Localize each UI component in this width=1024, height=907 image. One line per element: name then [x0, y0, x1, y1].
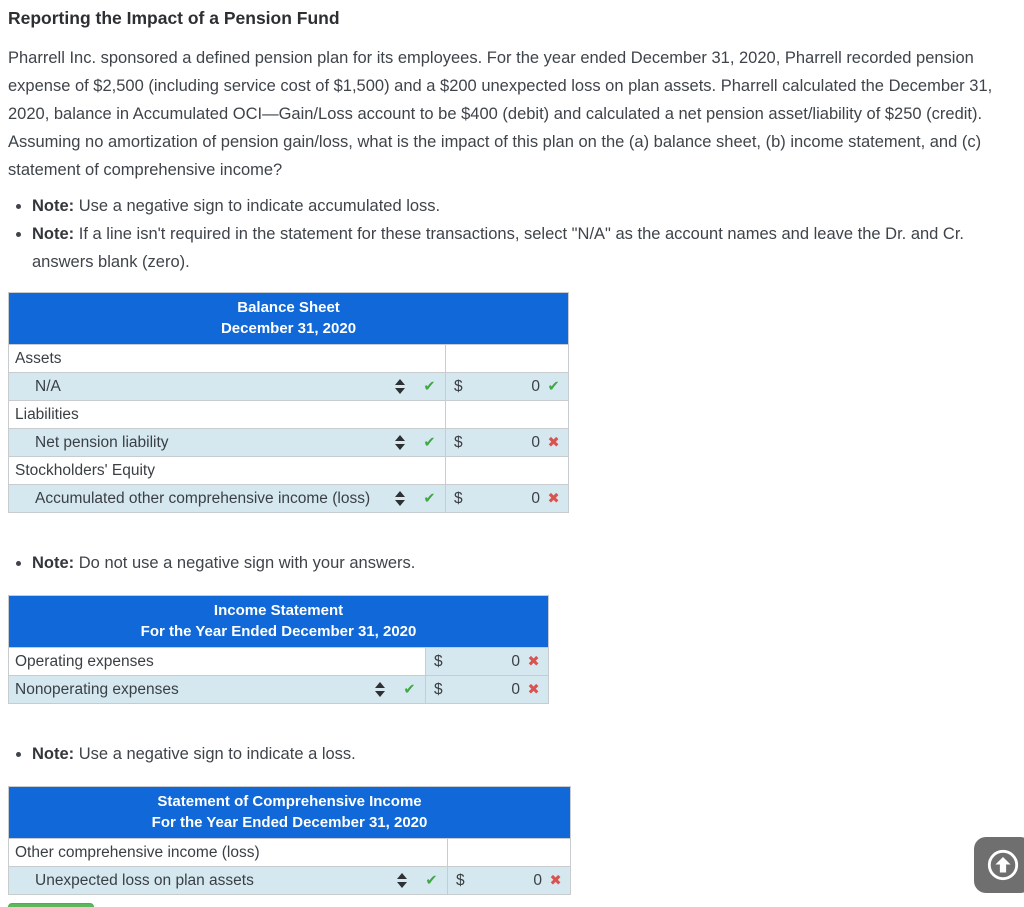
- amount-value[interactable]: 0: [511, 652, 521, 670]
- table-subtitle: December 31, 2020: [220, 320, 357, 337]
- incorrect-icon: ✖: [547, 434, 560, 451]
- note-item: Note: If a line isn't required in the st…: [8, 220, 1018, 276]
- table-row-section: Liabilities: [8, 400, 569, 429]
- bottom-action-button[interactable]: [8, 903, 94, 907]
- select-arrows-icon[interactable]: [394, 433, 406, 452]
- correct-icon: ✔: [423, 378, 436, 395]
- table-row-entry: Accumulated other comprehensive income (…: [8, 484, 569, 513]
- account-label: Operating expenses: [15, 652, 154, 670]
- currency-symbol: $: [434, 680, 443, 698]
- account-select-cell[interactable]: Unexpected loss on plan assets ✔: [8, 866, 448, 895]
- note-text: Use a negative sign to indicate a loss.: [78, 745, 356, 763]
- correct-icon: ✔: [403, 681, 416, 698]
- account-select-cell[interactable]: Accumulated other comprehensive income (…: [8, 484, 446, 513]
- amount-cell[interactable]: $ 0 ✔: [444, 372, 569, 401]
- correct-icon: ✔: [425, 872, 438, 889]
- amount-cell-empty: [444, 456, 569, 485]
- table-row-section: Stockholders' Equity: [8, 456, 569, 485]
- currency-symbol: $: [456, 871, 465, 889]
- table-row-section: Assets: [8, 344, 569, 373]
- amount-cell[interactable]: $ 0 ✖: [444, 484, 569, 513]
- scroll-top-icon: [987, 849, 1019, 881]
- note-label: Note:: [32, 554, 75, 572]
- page-title: Reporting the Impact of a Pension Fund: [8, 8, 340, 28]
- amount-value[interactable]: 0: [531, 489, 541, 507]
- table-row-entry: N/A ✔ $ 0 ✔: [8, 372, 569, 401]
- table-subtitle: For the Year Ended December 31, 2020: [151, 814, 428, 831]
- income-statement-table: Income Statement For the Year Ended Dece…: [8, 595, 550, 704]
- notes-list: Note: Use a negative sign to indicate ac…: [8, 192, 1018, 276]
- account-label: Accumulated other comprehensive income (…: [35, 489, 371, 507]
- notes-list: Note: Use a negative sign to indicate a …: [8, 740, 1018, 768]
- note-item: Note: Do not use a negative sign with yo…: [8, 549, 1018, 577]
- table-title: Statement of Comprehensive Income: [157, 793, 422, 810]
- section-label: Liabilities: [15, 405, 79, 423]
- table-title: Balance Sheet: [237, 299, 340, 316]
- account-select-cell[interactable]: Nonoperating expenses ✔: [8, 675, 426, 704]
- table-header: Balance Sheet December 31, 2020: [8, 292, 569, 345]
- table-row-entry: Nonoperating expenses ✔ $ 0 ✖: [8, 675, 549, 704]
- table-row-section: Other comprehensive income (loss): [8, 838, 571, 867]
- note-item: Note: Use a negative sign to indicate a …: [8, 740, 1018, 768]
- account-label: Net pension liability: [35, 433, 169, 451]
- currency-symbol: $: [454, 489, 463, 507]
- account-select-cell[interactable]: N/A ✔: [8, 372, 446, 401]
- amount-value[interactable]: 0: [533, 871, 543, 889]
- correct-icon: ✔: [547, 378, 560, 395]
- account-label: N/A: [35, 377, 61, 395]
- note-text: If a line isn't required in the statemen…: [32, 225, 965, 271]
- incorrect-icon: ✖: [549, 872, 562, 889]
- comprehensive-income-table: Statement of Comprehensive Income For th…: [8, 786, 572, 895]
- section-label: Stockholders' Equity: [15, 461, 155, 479]
- incorrect-icon: ✖: [547, 490, 560, 507]
- table-title: Income Statement: [213, 602, 344, 619]
- table-row-entry: Net pension liability ✔ $ 0 ✖: [8, 428, 569, 457]
- select-arrows-icon[interactable]: [396, 871, 408, 890]
- amount-cell[interactable]: $ 0 ✖: [424, 647, 549, 676]
- note-text: Use a negative sign to indicate accumula…: [78, 197, 441, 215]
- scroll-to-top-button[interactable]: [974, 837, 1024, 893]
- currency-symbol: $: [434, 652, 443, 670]
- notes-list: Note: Do not use a negative sign with yo…: [8, 549, 1018, 577]
- table-header: Income Statement For the Year Ended Dece…: [8, 595, 549, 648]
- amount-cell[interactable]: $ 0 ✖: [446, 866, 571, 895]
- incorrect-icon: ✖: [527, 681, 540, 698]
- balance-sheet-table: Balance Sheet December 31, 2020 Assets N…: [8, 292, 570, 513]
- amount-value[interactable]: 0: [511, 680, 521, 698]
- note-text: Do not use a negative sign with your ans…: [78, 554, 416, 572]
- note-label: Note:: [32, 225, 75, 243]
- amount-cell-empty: [444, 344, 569, 373]
- correct-icon: ✔: [423, 490, 436, 507]
- table-subtitle: For the Year Ended December 31, 2020: [140, 623, 417, 640]
- table-row-entry: Unexpected loss on plan assets ✔ $ 0 ✖: [8, 866, 571, 895]
- amount-cell-empty: [444, 400, 569, 429]
- amount-value[interactable]: 0: [531, 377, 541, 395]
- select-arrows-icon[interactable]: [394, 489, 406, 508]
- table-header: Statement of Comprehensive Income For th…: [8, 786, 571, 839]
- amount-value[interactable]: 0: [531, 433, 541, 451]
- section-label: Assets: [15, 349, 62, 367]
- note-item: Note: Use a negative sign to indicate ac…: [8, 192, 1018, 220]
- select-arrows-icon[interactable]: [374, 680, 386, 699]
- problem-text: Pharrell Inc. sponsored a defined pensio…: [8, 49, 993, 179]
- account-label: Unexpected loss on plan assets: [35, 871, 254, 889]
- amount-cell-empty: [446, 838, 571, 867]
- amount-cell[interactable]: $ 0 ✖: [424, 675, 549, 704]
- table-row-entry: Operating expenses $ 0 ✖: [8, 647, 549, 676]
- amount-cell[interactable]: $ 0 ✖: [444, 428, 569, 457]
- note-label: Note:: [32, 745, 75, 763]
- account-label: Nonoperating expenses: [15, 680, 179, 698]
- select-arrows-icon[interactable]: [394, 377, 406, 396]
- currency-symbol: $: [454, 377, 463, 395]
- incorrect-icon: ✖: [527, 653, 540, 670]
- section-label: Other comprehensive income (loss): [15, 843, 260, 861]
- currency-symbol: $: [454, 433, 463, 451]
- account-select-cell[interactable]: Net pension liability ✔: [8, 428, 446, 457]
- note-label: Note:: [32, 197, 75, 215]
- correct-icon: ✔: [423, 434, 436, 451]
